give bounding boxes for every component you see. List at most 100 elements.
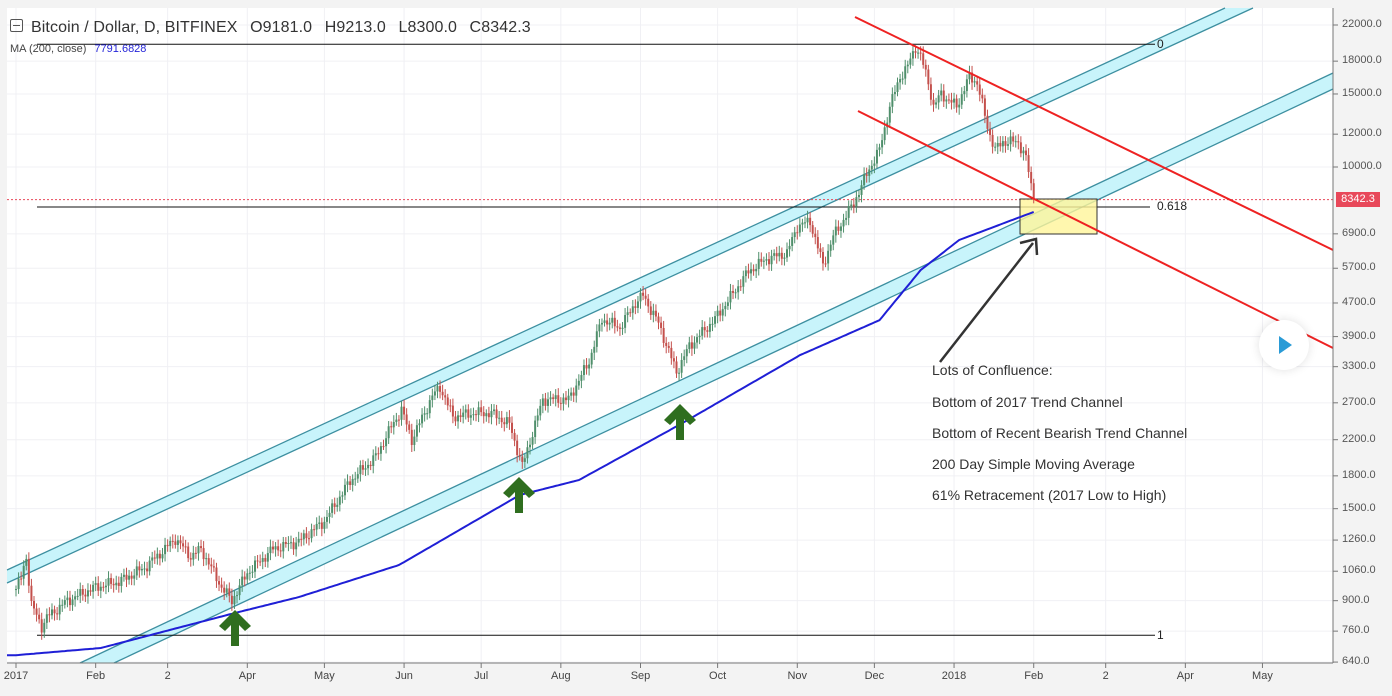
candle-body (546, 399, 549, 406)
candle-body (413, 436, 416, 445)
annotation-heading: Lots of Confluence: (932, 362, 1053, 378)
candle-body (364, 468, 367, 470)
bearish-channel-top-line[interactable] (854, 16, 1334, 251)
candle-body (611, 317, 614, 323)
y-tick-label: 4700.0 (1342, 295, 1376, 308)
candle-body (441, 391, 444, 396)
lower-channel-bottom-line[interactable] (113, 88, 1334, 664)
candle-body (899, 79, 902, 83)
candle-body (449, 405, 452, 407)
candle-body (868, 169, 871, 176)
candle-body (678, 372, 681, 374)
candle-body (662, 327, 665, 343)
candle-body (300, 538, 303, 540)
annotation-item: Bottom of 2017 Trend Channel (932, 394, 1123, 410)
candle-body (729, 290, 732, 303)
x-tick-label: Apr (238, 670, 256, 682)
candle-body (734, 292, 737, 294)
candle-body (320, 522, 323, 529)
collapse-icon[interactable] (10, 19, 23, 32)
candle-body (251, 571, 254, 573)
candle-body (832, 235, 835, 245)
bearish-channel-bottom-line[interactable] (857, 110, 1334, 349)
candle-body (264, 558, 267, 562)
candle-body (48, 614, 51, 616)
candle-body (43, 622, 46, 633)
candle-body (86, 590, 89, 597)
candle-body (523, 458, 526, 462)
candle-body (744, 270, 747, 277)
candle-body (606, 320, 609, 325)
candle-body (302, 533, 305, 540)
candle-body (372, 455, 375, 467)
candle-body (254, 560, 257, 572)
y-tick-label: 640.0 (1342, 655, 1370, 668)
candle-body (791, 237, 794, 246)
candle-body (665, 342, 668, 346)
candle-body (942, 90, 945, 102)
candle-body (644, 295, 647, 299)
candle-body (850, 204, 853, 207)
candle-body (500, 417, 503, 423)
candle-body (649, 306, 652, 315)
candle-body (115, 582, 118, 586)
upper-channel-bottom-line[interactable] (6, 7, 1254, 584)
x-tick-label: 2 (1102, 670, 1109, 682)
candle-body (156, 553, 159, 559)
candle-body (454, 416, 457, 422)
ma-label: MA (200, close) (10, 43, 87, 55)
candle-body (842, 219, 845, 227)
candle-body (1009, 136, 1012, 145)
candle-body (351, 478, 354, 486)
confluence-box[interactable] (1019, 198, 1098, 235)
candle-body (269, 546, 272, 554)
candle-body (63, 600, 66, 605)
candle-body (495, 409, 498, 419)
candle-body (881, 140, 884, 148)
candle-body (408, 424, 411, 430)
candle-body (385, 438, 388, 447)
candle-body (15, 589, 17, 591)
candle-body (855, 197, 858, 207)
annotation-arrow[interactable] (939, 242, 1034, 363)
candle-body (97, 583, 100, 591)
y-tick-label: 3900.0 (1342, 329, 1376, 342)
candle-body (958, 104, 961, 108)
symbol-title[interactable]: Bitcoin / Dollar, D, BITFINEX (31, 19, 238, 36)
candle-body (919, 52, 922, 54)
candle-body (436, 386, 439, 392)
annotation-item: Bottom of Recent Bearish Trend Channel (932, 425, 1188, 441)
ma200-line[interactable] (7, 210, 1035, 657)
ohlc-close: C8342.3 (469, 19, 531, 36)
candle-body (762, 260, 765, 262)
candle-body (708, 323, 711, 332)
play-button[interactable] (1259, 320, 1309, 370)
candle-body (598, 324, 601, 332)
candle-body (963, 91, 966, 95)
upper-channel-top-line[interactable] (6, 7, 1226, 571)
candle-body (266, 553, 269, 562)
candle-body (184, 546, 187, 548)
candle-body (973, 81, 976, 83)
candle-body (230, 595, 233, 605)
x-tick-label: 2018 (941, 670, 967, 682)
candle-body (71, 599, 74, 606)
candle-body (418, 423, 421, 426)
candle-body (760, 258, 763, 262)
ma-legend[interactable]: MA (200, close) 7791.6828 (10, 43, 146, 55)
candle-body (223, 587, 226, 593)
candle-body (433, 391, 436, 396)
candle-body (287, 543, 290, 545)
candle-body (482, 412, 485, 417)
candle-body (636, 301, 639, 308)
lower-channel-top-line[interactable] (79, 72, 1334, 664)
candle-body (626, 312, 629, 316)
candle-body (284, 542, 287, 545)
candle-body (888, 106, 891, 123)
candle-body (169, 540, 172, 547)
candle-body (428, 400, 431, 414)
candle-body (166, 544, 169, 547)
candle-body (1001, 141, 1004, 147)
candle-body (564, 397, 567, 401)
